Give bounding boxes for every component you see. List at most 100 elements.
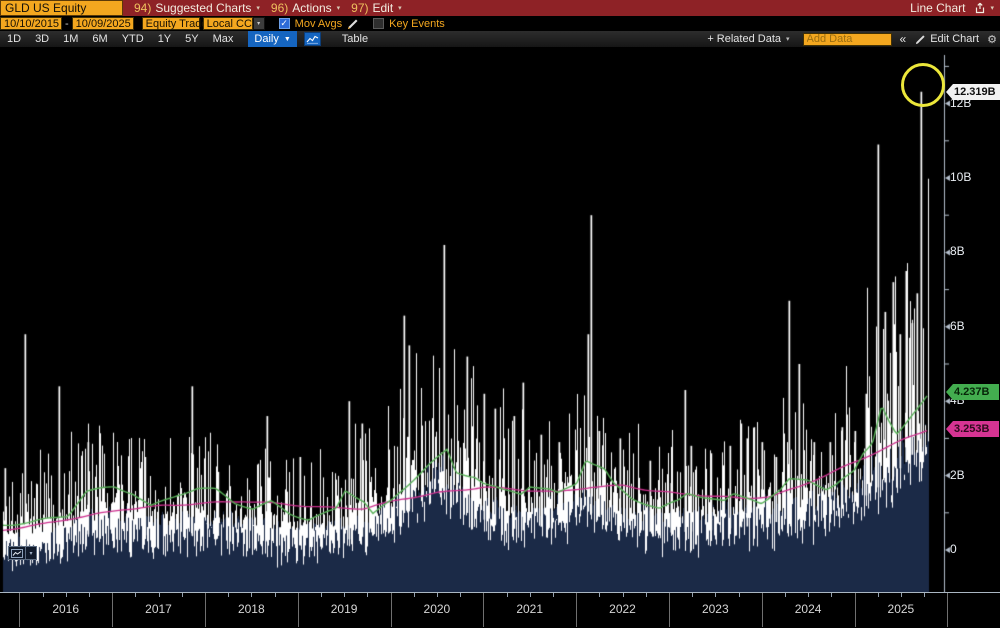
chevron-down-icon[interactable]: ▾ xyxy=(990,5,994,12)
y-axis-label: 0 xyxy=(950,542,957,556)
axis-tick xyxy=(738,593,740,597)
price-volume-chart-canvas[interactable] xyxy=(0,47,1000,592)
year-label: 2019 xyxy=(330,602,358,616)
year-label: 2021 xyxy=(516,602,544,616)
range-tab-max[interactable]: Max xyxy=(212,33,234,45)
gear-icon[interactable]: ⚙ xyxy=(987,33,997,46)
axis-tick xyxy=(900,593,902,597)
end-date-value: 10/09/2025 xyxy=(75,17,131,30)
axis-tick xyxy=(924,593,926,597)
last-volume-flag: 12.319B xyxy=(946,84,1000,100)
year-label: 2016 xyxy=(52,602,80,616)
axis-tick xyxy=(808,593,810,597)
chevron-down-icon: ▾ xyxy=(786,36,790,43)
start-date-field[interactable]: 10/10/2015 xyxy=(0,17,62,30)
year-label: 2020 xyxy=(423,602,451,616)
menu-number: 97) xyxy=(351,1,369,15)
axis-tick xyxy=(552,593,554,597)
menu-number: 96) xyxy=(270,1,289,15)
edit-mov-avgs-pencil-icon[interactable] xyxy=(347,18,359,30)
axis-tick xyxy=(228,593,230,597)
mov-avgs-label: Mov Avgs xyxy=(294,17,343,30)
menu-label: Suggested Charts xyxy=(155,1,252,15)
chevron-down-icon: ▾ xyxy=(398,5,402,12)
start-date-value: 10/10/2015 xyxy=(4,17,60,30)
range-tab-1d[interactable]: 1D xyxy=(7,33,22,45)
currency-dropdown-button[interactable]: ▾ xyxy=(252,17,265,30)
chart-area: 0 2B 4B 6B 8B 10B 12B 12.319B 4.237B 3.253B ▾ … xyxy=(0,47,1000,628)
axis-tick xyxy=(599,593,601,597)
end-date-field[interactable]: 10/09/2025 xyxy=(71,17,134,30)
year-separator xyxy=(390,593,392,627)
axis-tick xyxy=(460,593,462,597)
mov-avgs-checkbox[interactable]: ✓ xyxy=(278,18,290,29)
menu-edit[interactable]: 97) Edit ▾ xyxy=(351,1,402,15)
chevron-down-icon: ▾ xyxy=(336,5,341,12)
related-data-button[interactable]: + Related Data ▾ xyxy=(707,33,789,45)
year-separator xyxy=(112,593,114,627)
add-data-input[interactable] xyxy=(802,32,892,46)
y-axis-label: 6B xyxy=(950,318,965,333)
date-range-separator: - xyxy=(65,17,69,30)
axis-tick xyxy=(715,593,717,597)
axis-tick xyxy=(367,593,369,597)
range-tab-ytd[interactable]: YTD xyxy=(121,33,144,45)
chevron-down-icon: ▾ xyxy=(257,21,261,27)
axis-tick xyxy=(135,593,137,597)
range-tab-3d[interactable]: 3D xyxy=(35,33,50,45)
ma-long-flag: 3.253B xyxy=(946,421,999,437)
chevron-down-icon: ▾ xyxy=(29,550,33,557)
year-separator xyxy=(576,593,578,627)
pencil-icon xyxy=(916,34,925,44)
range-tab-1m[interactable]: 1M xyxy=(63,33,79,45)
axis-tick xyxy=(274,593,276,597)
axis-tick xyxy=(506,593,508,597)
menu-label: Edit xyxy=(372,1,394,15)
year-label: 2018 xyxy=(237,602,265,616)
year-label: 2017 xyxy=(145,602,172,616)
chevron-down-icon: ▼ xyxy=(283,35,291,43)
x-axis: 2016 2017 2018 2019 2020 2021 2022 2023 2024 2025 xyxy=(0,592,1000,628)
axis-tick xyxy=(622,593,624,597)
range-tab-5y[interactable]: 5Y xyxy=(185,33,199,45)
menu-suggested-charts[interactable]: 94) Suggested Charts ▾ xyxy=(134,1,260,15)
range-tab-1y[interactable]: 1Y xyxy=(157,33,172,45)
security-ticker-field[interactable]: GLD US Equity xyxy=(0,0,123,16)
axis-tick xyxy=(181,593,183,597)
table-tab[interactable]: Table xyxy=(341,33,369,45)
range-tab-bar: 1D 3D 1M 6M YTD 1Y 5Y Max Daily ▼ Table … xyxy=(0,31,1000,47)
axis-tick xyxy=(413,593,415,597)
axis-tick xyxy=(831,593,833,597)
collapse-panel-button[interactable]: « xyxy=(899,32,907,46)
axis-tick xyxy=(692,593,694,597)
year-separator xyxy=(297,593,299,627)
chart-tools-button[interactable]: ▾ xyxy=(8,546,37,560)
export-icon[interactable] xyxy=(974,2,986,14)
axis-tick xyxy=(645,593,647,597)
currency-selector[interactable]: Local CCY xyxy=(202,17,259,30)
check-icon: ✓ xyxy=(280,18,288,28)
axis-tick xyxy=(436,593,438,597)
highlight-circle-annotation[interactable] xyxy=(901,63,945,107)
field-selector[interactable]: Equity Traded xyxy=(141,17,214,30)
title-bar: GLD US Equity 94) Suggested Charts ▾ 96)… xyxy=(0,0,1000,16)
axis-tick xyxy=(320,593,322,597)
menu-actions[interactable]: 96) Actions ▾ xyxy=(271,1,340,15)
y-axis-label: 10B xyxy=(950,170,972,184)
axis-tick xyxy=(65,593,67,597)
axis-tick xyxy=(877,593,879,597)
year-separator xyxy=(761,593,763,627)
edit-chart-button[interactable]: Edit Chart xyxy=(915,33,979,45)
chart-type-label: Line Chart xyxy=(910,1,966,15)
year-separator xyxy=(483,593,485,627)
range-tab-6m[interactable]: 6M xyxy=(92,33,108,45)
axis-tick xyxy=(158,593,160,597)
period-selector[interactable]: Daily ▼ xyxy=(248,31,297,47)
chart-style-button[interactable] xyxy=(303,32,321,46)
year-separator xyxy=(947,593,949,627)
key-events-checkbox[interactable] xyxy=(373,18,385,29)
key-events-label: Key Events xyxy=(389,17,445,30)
line-chart-icon xyxy=(11,548,23,558)
ma-short-flag: 4.237B xyxy=(946,384,999,400)
